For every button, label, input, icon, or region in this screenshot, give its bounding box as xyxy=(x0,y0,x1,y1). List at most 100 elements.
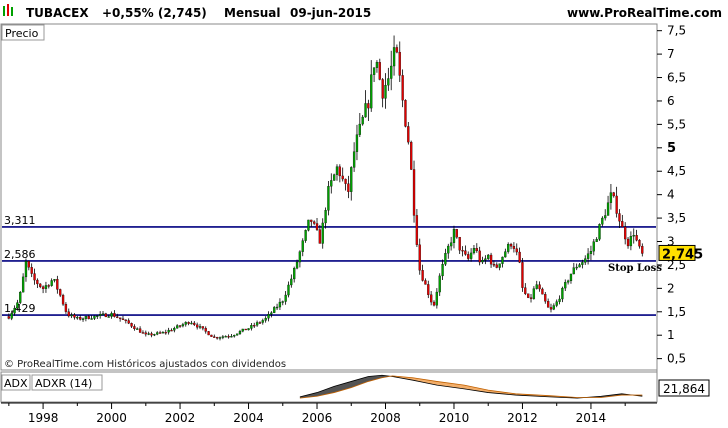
candle-body xyxy=(455,229,458,238)
level-lines: 3,311 2,586 1,429 xyxy=(2,214,656,316)
logo-icon xyxy=(3,4,13,16)
adx-label: ADX xyxy=(4,377,28,390)
candle-body xyxy=(73,314,76,318)
candle-body xyxy=(313,221,316,224)
candle-body xyxy=(255,322,259,326)
candle-body xyxy=(244,328,247,331)
candle-body xyxy=(250,325,253,329)
candle-body xyxy=(575,266,578,269)
y-axis: 0,5 1 1,5 2 2,5 3 3,5 4 4,5 5 5,5 6 6,5 7 7,5 xyxy=(657,24,686,366)
candle-body xyxy=(184,322,187,325)
candle-body xyxy=(258,322,262,324)
price-panel-label: Precio xyxy=(5,27,39,40)
candle-body xyxy=(609,192,613,203)
level-label: 1,429 xyxy=(4,302,36,315)
candle-body xyxy=(295,261,299,269)
candle-body xyxy=(555,301,558,306)
date-label: 09-jun-2015 xyxy=(290,6,371,20)
adxr-label: ADXR (14) xyxy=(35,377,92,390)
candle-body xyxy=(235,333,239,336)
candle-body xyxy=(378,62,381,80)
candle-body xyxy=(407,126,410,143)
candle-body xyxy=(110,312,113,317)
candle-body xyxy=(321,222,324,244)
candle-body xyxy=(330,180,333,187)
candle-body xyxy=(541,288,544,295)
y-tick-label: 4 xyxy=(667,188,675,202)
candle-body xyxy=(47,285,50,287)
candle-body xyxy=(81,318,85,320)
adxr-tab[interactable] xyxy=(31,374,103,391)
candle-body xyxy=(10,312,13,319)
candle-body xyxy=(290,278,293,286)
candle-body xyxy=(150,333,153,336)
candle-body xyxy=(521,262,524,288)
candle-body xyxy=(538,284,541,290)
candle-body xyxy=(624,226,627,240)
candle-body xyxy=(509,244,513,247)
candle-body xyxy=(452,229,456,243)
indicator-value: 21,864 xyxy=(663,382,705,396)
candle-body xyxy=(566,280,570,283)
candle-body xyxy=(161,332,165,334)
candle-body xyxy=(278,301,282,308)
candle-body xyxy=(635,235,638,241)
candle-body xyxy=(307,219,310,231)
candle-body xyxy=(424,280,427,285)
adxr-line xyxy=(299,375,643,399)
candle-body xyxy=(218,337,222,339)
candle-body xyxy=(361,116,364,125)
candle-body xyxy=(318,229,322,244)
candle-body xyxy=(638,240,641,247)
candle-body xyxy=(464,250,467,255)
candle-body xyxy=(401,75,404,101)
candle-body xyxy=(324,210,327,224)
candle-body xyxy=(264,318,267,321)
y-tick-label: 1,5 xyxy=(667,305,686,319)
y-tick-label: 6 xyxy=(667,94,675,108)
candle-body xyxy=(489,254,493,265)
candle-body xyxy=(298,251,302,263)
candle-body xyxy=(467,254,470,259)
candle-body xyxy=(544,294,547,302)
site-label: www.ProRealTime.com xyxy=(567,6,722,20)
x-tick-label: 2004 xyxy=(233,411,264,425)
current-price-value: 2,745 xyxy=(662,247,703,262)
candle-body xyxy=(167,329,170,333)
candle-body xyxy=(61,295,65,305)
candle-body xyxy=(127,320,130,324)
candle-body xyxy=(501,256,504,264)
candle-body xyxy=(327,186,330,211)
candle-body xyxy=(233,334,236,337)
x-tick-label: 2012 xyxy=(507,411,538,425)
price-panel-tab[interactable] xyxy=(1,24,45,41)
candle-body xyxy=(13,307,16,314)
candle-body xyxy=(99,314,102,316)
candle-body xyxy=(50,280,53,286)
candle-body xyxy=(281,301,284,303)
candle-body xyxy=(224,336,227,338)
candle-body xyxy=(549,307,553,310)
candle-body xyxy=(130,323,133,327)
candle-body xyxy=(275,306,279,309)
candle-body xyxy=(524,287,527,294)
candle-body xyxy=(581,262,584,265)
candle-body xyxy=(335,166,339,175)
candle-body xyxy=(173,328,176,331)
candle-body xyxy=(210,334,213,337)
candle-body xyxy=(364,103,367,118)
candle-body xyxy=(375,62,379,68)
price-change: +0,55% (2,745) xyxy=(102,6,207,20)
adx-tab[interactable] xyxy=(1,374,31,391)
candle-body xyxy=(512,246,516,249)
candle-body xyxy=(529,297,533,299)
candle-body xyxy=(606,202,610,216)
candle-body xyxy=(201,326,205,329)
candle-body xyxy=(415,215,419,245)
level-label: 3,311 xyxy=(4,214,36,227)
candle-body xyxy=(187,322,190,324)
y-tick-label: 2,5 xyxy=(667,258,686,272)
ticker-name: TUBACEX xyxy=(26,6,89,20)
candle-body xyxy=(116,316,119,318)
